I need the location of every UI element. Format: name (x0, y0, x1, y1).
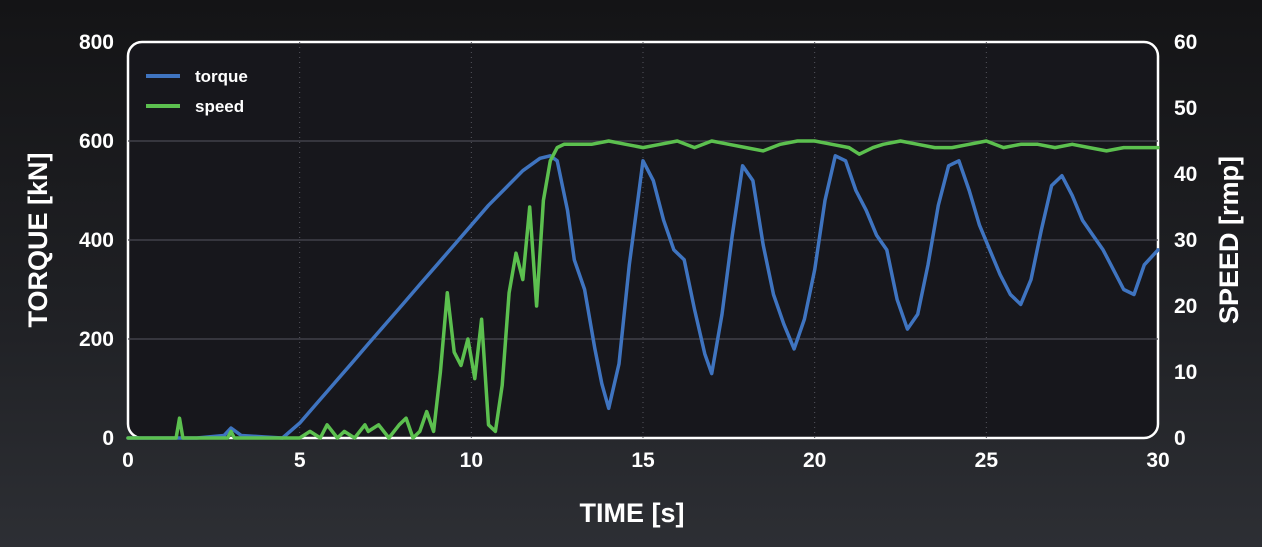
series-layer (126, 139, 1160, 440)
y2-tick-label-5: 50 (1174, 97, 1197, 120)
y2-tick-label-1: 10 (1174, 361, 1197, 384)
y2-tick-label-6: 60 (1174, 31, 1197, 54)
x-axis-ticks: 0 5 10 15 20 25 30 (122, 449, 1170, 472)
y-tick-label-4: 800 (79, 31, 114, 54)
series-line-speed (126, 139, 1160, 440)
series-line-torque (126, 154, 1160, 440)
right-axis-ticks: 0 10 20 30 40 50 60 (1174, 31, 1197, 450)
x-tick-label-3: 15 (631, 449, 655, 472)
y-tick-label-2: 400 (79, 229, 114, 252)
x-tick-label-5: 25 (975, 449, 999, 472)
legend: torque speed (146, 67, 248, 116)
y-tick-label-3: 600 (79, 130, 114, 153)
x-tick-label-4: 20 (803, 449, 826, 472)
x-tick-label-0: 0 (122, 449, 134, 472)
y-axis-title: TORQUE [kN] (23, 152, 53, 327)
y2-axis-title: SPEED [rmp] (1214, 156, 1244, 324)
legend-label-speed: speed (195, 97, 244, 116)
y-tick-label-0: 0 (102, 427, 114, 450)
x-tick-label-1: 5 (294, 449, 306, 472)
x-tick-label-6: 30 (1146, 449, 1169, 472)
y-tick-label-1: 200 (79, 328, 114, 351)
legend-label-torque: torque (195, 67, 248, 86)
x-tick-label-2: 10 (460, 449, 483, 472)
y2-tick-label-4: 40 (1174, 163, 1197, 186)
x-axis-title: TIME [s] (580, 498, 685, 528)
y2-tick-label-0: 0 (1174, 427, 1186, 450)
left-axis-ticks: 0 200 400 600 800 (79, 31, 114, 450)
y2-tick-label-2: 20 (1174, 295, 1197, 318)
y2-tick-label-3: 30 (1174, 229, 1197, 252)
